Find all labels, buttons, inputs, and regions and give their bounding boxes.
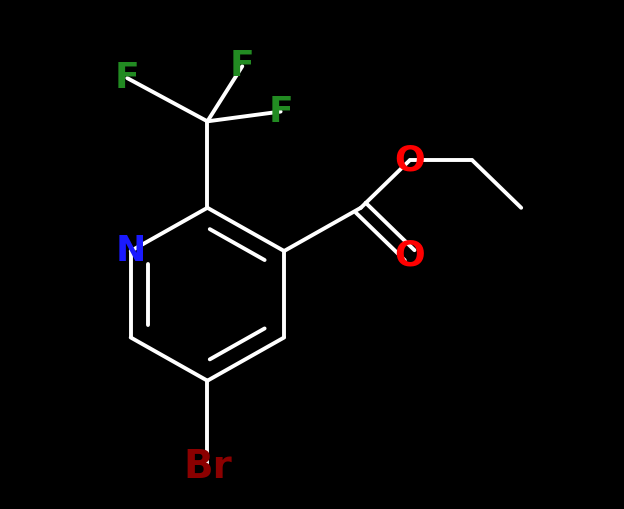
Text: O: O bbox=[394, 238, 425, 272]
Text: F: F bbox=[268, 95, 293, 129]
Text: F: F bbox=[115, 61, 140, 95]
Text: F: F bbox=[230, 49, 255, 83]
Text: N: N bbox=[115, 234, 146, 268]
Text: Br: Br bbox=[183, 448, 232, 486]
Text: O: O bbox=[394, 144, 425, 177]
